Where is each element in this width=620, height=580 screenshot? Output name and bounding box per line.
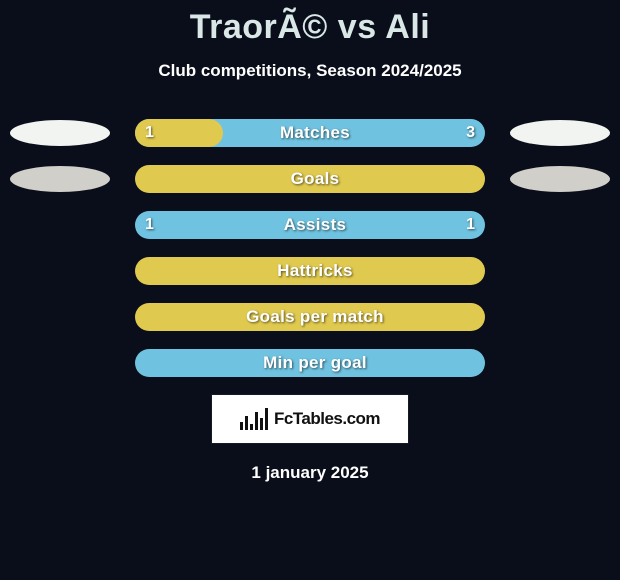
stat-value-left: 1 xyxy=(145,124,154,142)
date-label: 1 january 2025 xyxy=(251,463,368,483)
stat-row: Goals per match xyxy=(0,303,620,331)
stat-label: Min per goal xyxy=(263,353,367,373)
player-left-ellipse xyxy=(10,120,110,146)
stat-row: Min per goal xyxy=(0,349,620,377)
stat-bar: Goals xyxy=(135,165,485,193)
stat-label: Assists xyxy=(284,215,347,235)
logo-text: FcTables.com xyxy=(274,409,380,429)
logo-bar-icon xyxy=(240,422,243,430)
stat-row: 1 1 Assists xyxy=(0,211,620,239)
stat-row: Hattricks xyxy=(0,257,620,285)
chart-container: TraorÃ© vs Ali Club competitions, Season… xyxy=(0,0,620,483)
stat-value-right: 1 xyxy=(466,216,475,234)
stat-label: Hattricks xyxy=(277,261,352,281)
player-right-ellipse xyxy=(510,166,610,192)
stat-label: Goals xyxy=(291,169,340,189)
logo-bar-icon xyxy=(260,418,263,430)
stat-label: Goals per match xyxy=(246,307,384,327)
stat-bar: 1 3 Matches xyxy=(135,119,485,147)
stat-label: Matches xyxy=(280,123,350,143)
player-left-ellipse xyxy=(10,166,110,192)
stat-bar: 1 1 Assists xyxy=(135,211,485,239)
page-title: TraorÃ© vs Ali xyxy=(190,8,431,47)
stat-bar: Hattricks xyxy=(135,257,485,285)
logo-bar-icon xyxy=(255,412,258,430)
fctables-logo[interactable]: FcTables.com xyxy=(212,395,408,443)
logo-bar-icon xyxy=(265,408,268,430)
player-right-ellipse xyxy=(510,120,610,146)
stat-value-left: 1 xyxy=(145,216,154,234)
stat-rows: 1 3 Matches Goals 1 1 Assists Hattricks Goals pe… xyxy=(0,119,620,377)
logo-bars-icon xyxy=(240,408,268,430)
logo-bar-icon xyxy=(245,416,248,430)
stat-row: Goals xyxy=(0,165,620,193)
stat-value-right: 3 xyxy=(466,124,475,142)
stat-bar: Min per goal xyxy=(135,349,485,377)
logo-bar-icon xyxy=(250,424,253,430)
subtitle: Club competitions, Season 2024/2025 xyxy=(158,61,461,81)
stat-bar: Goals per match xyxy=(135,303,485,331)
stat-row: 1 3 Matches xyxy=(0,119,620,147)
